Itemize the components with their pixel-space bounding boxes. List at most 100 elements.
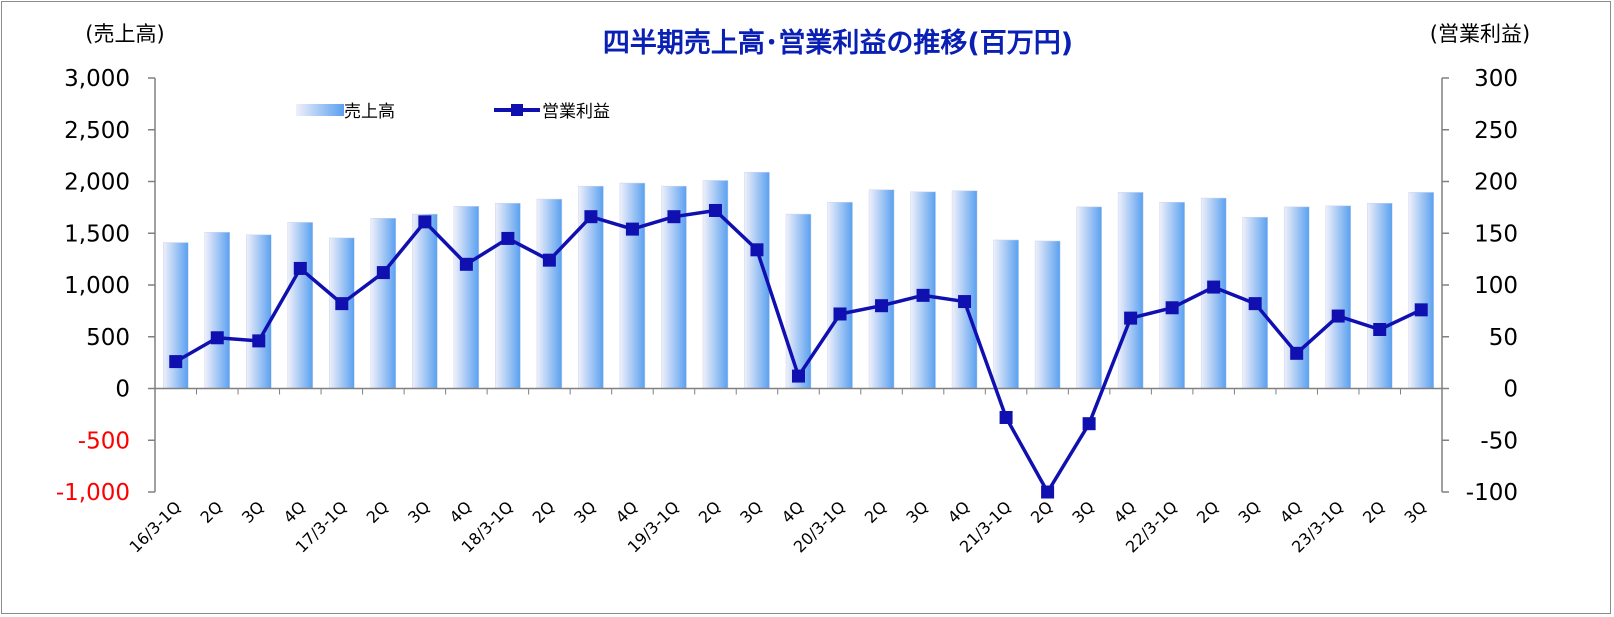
right-tick-label-7: -50 xyxy=(1480,428,1518,454)
left-tick-label-0: 3,000 xyxy=(64,66,130,92)
profit-point-15 xyxy=(792,369,805,383)
x-tick-label-10: 3Q xyxy=(570,497,600,527)
left-tick-label-4: 1,000 xyxy=(64,273,130,299)
bar-27 xyxy=(1283,206,1310,389)
left-tick-label-2: 2,000 xyxy=(64,170,130,196)
legend-line-label: 営業利益 xyxy=(542,102,610,122)
bar-5 xyxy=(370,217,397,389)
x-tick-label-19: 4Q xyxy=(944,497,974,527)
x-tick-label-9: 2Q xyxy=(529,497,559,527)
bar-8 xyxy=(495,202,521,389)
right-tick-label-6: 0 xyxy=(1503,377,1518,403)
profit-point-26 xyxy=(1248,297,1262,311)
x-tick-label-14: 3Q xyxy=(736,497,766,527)
x-tick-label-13: 2Q xyxy=(695,497,725,527)
profit-point-29 xyxy=(1373,323,1387,337)
profit-point-6 xyxy=(418,215,432,229)
x-tick-label-27: 4Q xyxy=(1276,497,1306,527)
bar-3 xyxy=(287,222,314,389)
legend: 売上高 営業利益 xyxy=(296,102,610,122)
profit-point-27 xyxy=(1290,346,1304,360)
right-tick-label-4: 100 xyxy=(1474,273,1518,299)
left-axis-unit: (売上高) xyxy=(85,22,164,46)
legend-bar-swatch xyxy=(296,104,344,116)
axes xyxy=(148,77,1449,493)
bar-29 xyxy=(1366,202,1393,389)
left-tick-label-7: -500 xyxy=(78,428,130,454)
line-series xyxy=(169,203,1428,499)
left-tick-label-6: 0 xyxy=(115,377,130,403)
bar-9 xyxy=(536,198,563,389)
bar-28 xyxy=(1325,205,1351,389)
profit-point-11 xyxy=(625,222,639,236)
bar-7 xyxy=(453,206,480,389)
bar-21 xyxy=(1034,240,1061,389)
profit-point-23 xyxy=(1124,311,1138,325)
bar-23 xyxy=(1117,192,1144,389)
x-tick-label-1: 2Q xyxy=(197,497,227,527)
x-tick-label-23: 4Q xyxy=(1110,497,1140,527)
x-tick-label-7: 4Q xyxy=(446,497,476,527)
bar-1 xyxy=(204,231,231,389)
x-tick-label-5: 2Q xyxy=(363,497,393,527)
bar-2 xyxy=(246,234,272,389)
left-tick-label-5: 500 xyxy=(86,325,130,351)
x-tick-label-11: 4Q xyxy=(612,497,642,527)
x-tick-label-15: 4Q xyxy=(778,497,808,527)
profit-point-30 xyxy=(1414,303,1428,317)
bar-30 xyxy=(1408,192,1434,389)
x-tick-label-22: 3Q xyxy=(1068,497,1098,527)
profit-point-9 xyxy=(542,253,556,267)
bar-15 xyxy=(785,213,812,389)
bar-17 xyxy=(868,189,895,389)
x-tick-label-29: 2Q xyxy=(1359,497,1389,527)
legend-line-marker xyxy=(511,104,523,116)
profit-point-3 xyxy=(293,261,307,275)
right-tick-label-0: 300 xyxy=(1474,66,1518,92)
profit-point-20 xyxy=(999,410,1013,424)
bar-6 xyxy=(412,213,438,389)
profit-point-2 xyxy=(252,334,266,348)
legend-bar-label: 売上高 xyxy=(344,102,395,122)
x-tick-label-17: 2Q xyxy=(861,497,891,527)
profit-point-8 xyxy=(501,231,515,245)
left-tick-label-8: -1,000 xyxy=(56,480,130,506)
right-tick-label-3: 150 xyxy=(1474,221,1518,247)
profit-point-7 xyxy=(459,257,473,271)
bar-series xyxy=(163,171,1434,389)
profit-point-0 xyxy=(169,355,183,369)
left-tick-label-3: 1,500 xyxy=(64,221,130,247)
bar-22 xyxy=(1076,206,1102,389)
x-tick-label-21: 2Q xyxy=(1027,497,1057,527)
bar-19 xyxy=(951,190,978,389)
profit-point-1 xyxy=(210,331,224,345)
bar-20 xyxy=(993,239,1019,389)
x-tick-label-3: 4Q xyxy=(280,497,310,527)
profit-point-14 xyxy=(750,243,764,257)
x-tick-label-2: 3Q xyxy=(238,497,268,527)
profit-point-21 xyxy=(1041,485,1055,499)
profit-point-22 xyxy=(1082,417,1096,431)
bar-16 xyxy=(827,201,853,389)
x-tick-label-18: 3Q xyxy=(902,497,932,527)
x-tick-label-6: 3Q xyxy=(404,497,434,527)
right-tick-label-2: 200 xyxy=(1474,170,1518,196)
x-tick-label-25: 2Q xyxy=(1193,497,1223,527)
left-tick-label-1: 2,500 xyxy=(64,118,130,144)
right-tick-label-8: -100 xyxy=(1466,480,1518,506)
profit-point-17 xyxy=(875,299,889,313)
profit-point-16 xyxy=(833,307,847,321)
profit-point-25 xyxy=(1207,280,1221,294)
profit-point-5 xyxy=(376,266,390,280)
profit-point-12 xyxy=(667,210,681,224)
x-tick-label-0: 16/3-1Q xyxy=(126,497,185,556)
bar-4 xyxy=(329,237,355,389)
profit-point-19 xyxy=(958,295,972,309)
profit-point-28 xyxy=(1331,309,1345,323)
right-axis-unit: (営業利益) xyxy=(1430,22,1530,46)
profit-point-24 xyxy=(1165,301,1179,315)
x-tick-label-30: 3Q xyxy=(1401,497,1431,527)
profit-point-13 xyxy=(708,203,722,217)
